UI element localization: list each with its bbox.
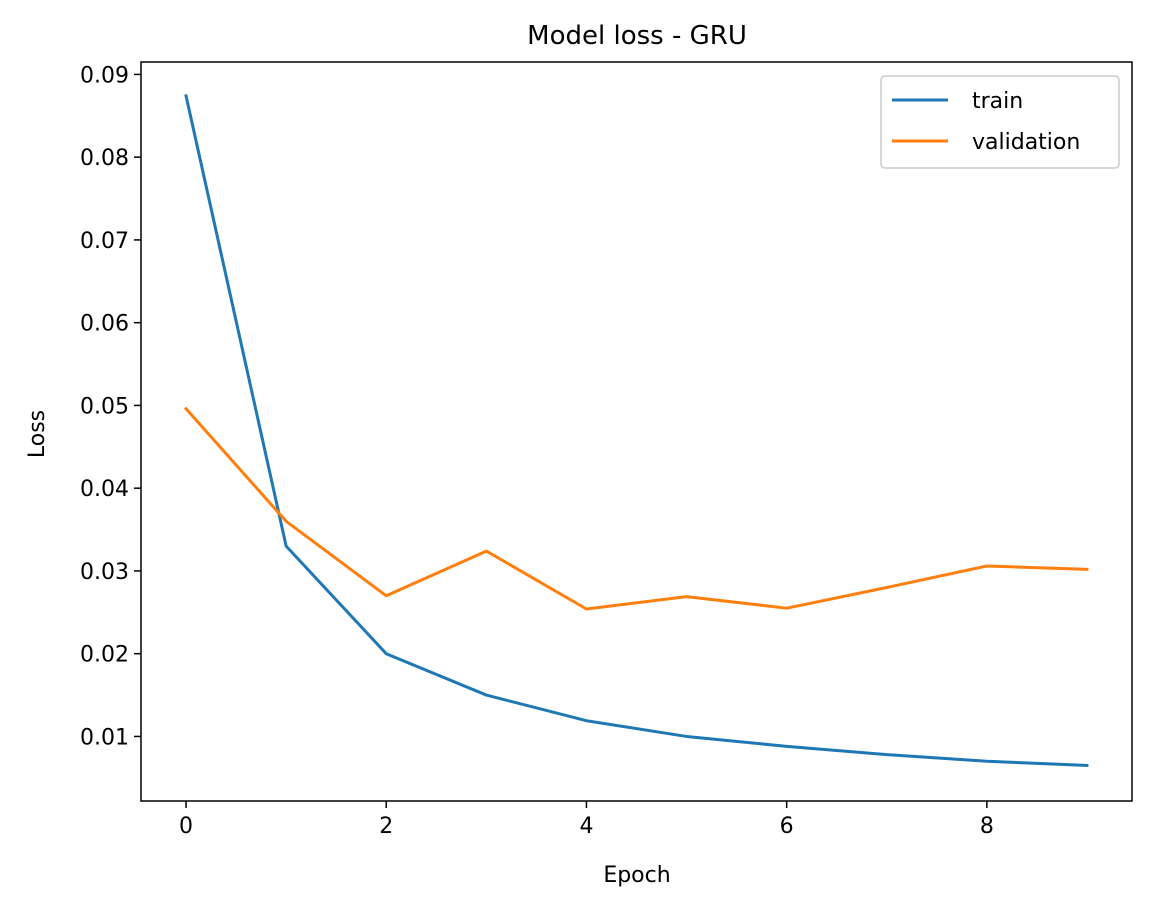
y-tick-label: 0.06 xyxy=(80,312,129,337)
y-tick-label: 0.08 xyxy=(80,146,129,171)
y-tick-label: 0.01 xyxy=(80,725,129,750)
y-axis-label: Loss xyxy=(25,410,50,458)
legend: train validation xyxy=(880,75,1120,169)
y-tick-label: 0.07 xyxy=(80,229,129,254)
x-tick-label: 4 xyxy=(579,814,593,839)
x-tick-label: 0 xyxy=(179,814,193,839)
plot-frame xyxy=(140,61,1133,802)
series-layer xyxy=(183,94,1089,767)
x-tick-label: 6 xyxy=(780,814,794,839)
y-tick-label: 0.09 xyxy=(80,63,129,88)
series-line-train xyxy=(184,94,1089,767)
y-tick-label: 0.03 xyxy=(80,560,129,585)
y-tick-label: 0.05 xyxy=(80,394,129,419)
y-tick-label: 0.02 xyxy=(80,643,129,668)
x-tick-label: 2 xyxy=(379,814,393,839)
series-line-validation xyxy=(183,406,1089,611)
x-axis-ticks: 0 2 4 6 8 xyxy=(179,801,994,839)
chart-title: Model loss - GRU xyxy=(527,21,747,51)
legend-label-train: train xyxy=(972,89,1023,114)
legend-label-validation: validation xyxy=(972,130,1080,155)
y-axis-ticks: 0.01 0.02 0.03 0.04 0.05 0.06 0.07 0.08 0.09 xyxy=(80,63,141,750)
x-tick-label: 8 xyxy=(980,814,994,839)
y-tick-label: 0.04 xyxy=(80,477,129,502)
x-axis-label: Epoch xyxy=(603,863,670,888)
